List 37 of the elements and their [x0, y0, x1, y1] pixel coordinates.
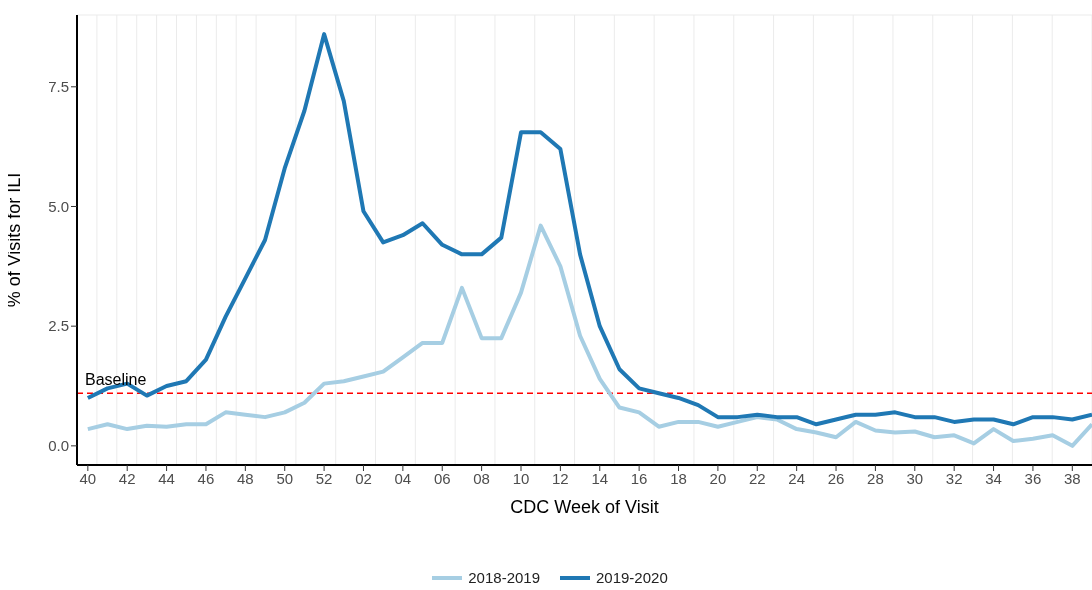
x-tick-label: 34: [985, 469, 1002, 487]
y-axis-title: % of Visits for ILI: [4, 172, 25, 308]
x-tick-label: 32: [945, 469, 963, 487]
x-tick-label: 46: [197, 469, 215, 487]
x-tick-label: 30: [906, 469, 924, 487]
x-tick-label: 06: [433, 469, 451, 487]
x-tick-label: 40: [79, 469, 97, 487]
x-tick-label: 52: [315, 469, 333, 487]
legend-label: 2019-2020: [595, 569, 668, 586]
x-tick-label: 08: [473, 469, 490, 487]
x-tick-label: 50: [276, 469, 294, 487]
x-tick-label: 04: [394, 469, 412, 487]
x-tick-label: 16: [630, 469, 648, 487]
x-tick-label: 42: [118, 469, 136, 487]
x-tick-label: 26: [827, 469, 845, 487]
x-tick-label: 20: [709, 469, 727, 487]
x-tick-label: 18: [670, 469, 687, 487]
y-tick-label: 0.0: [48, 437, 69, 455]
ref-line-label: Baseline: [85, 371, 147, 389]
x-tick-label: 02: [355, 469, 372, 487]
line-series: [85, 32, 1092, 427]
legend-label: 2018-2019: [467, 569, 540, 586]
y-tick-label: 2.5: [48, 317, 69, 335]
x-tick-label: 24: [788, 469, 805, 487]
x-tick-label: 22: [748, 469, 766, 487]
x-tick-label: 44: [158, 469, 175, 487]
x-tick-label: 28: [867, 469, 884, 487]
y-tick-label: 7.5: [48, 78, 69, 96]
x-tick-label: 14: [591, 469, 609, 487]
x-tick-label: 36: [1024, 469, 1042, 487]
y-tick-label: 5.0: [48, 197, 69, 215]
line-series: [85, 223, 1092, 448]
x-tick-label: 12: [552, 469, 569, 487]
x-tick-label: 48: [237, 469, 254, 487]
x-axis-title: CDC Week of Visit: [510, 497, 659, 517]
x-tick-label: 10: [512, 469, 530, 487]
x-tick-label: 38: [1063, 469, 1081, 487]
